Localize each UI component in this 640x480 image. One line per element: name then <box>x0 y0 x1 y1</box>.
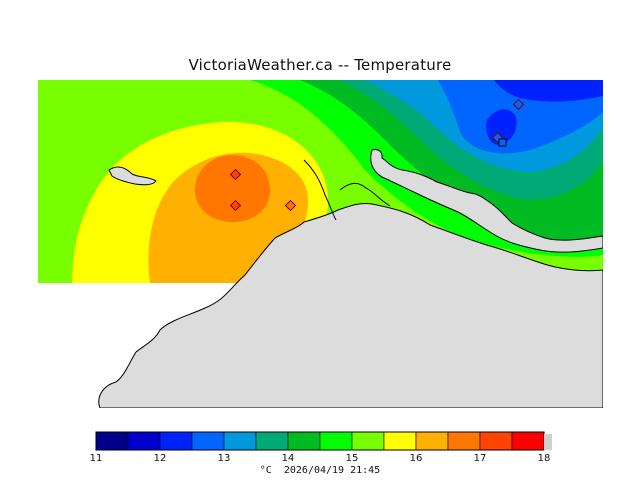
units-and-timestamp: °C 2026/04/19 21:45 <box>0 465 640 476</box>
legend-tick-17: 17 <box>473 453 487 464</box>
timestamp-label: 2026/04/19 21:45 <box>283 465 381 476</box>
legend-swatch-5 <box>255 431 289 451</box>
legend-swatch-8 <box>351 431 385 451</box>
legend-tick-18: 18 <box>537 453 551 464</box>
station-west-north-marker[interactable] <box>229 168 242 181</box>
station-ne-lower-b-marker[interactable] <box>498 138 507 147</box>
station-ne-upper-marker[interactable] <box>512 98 525 111</box>
legend-shadow <box>544 434 552 450</box>
land-mass-south <box>98 203 603 408</box>
legend-swatch-12 <box>479 431 513 451</box>
legend-swatch-13 <box>511 431 545 451</box>
legend-tick-12: 12 <box>153 453 167 464</box>
legend-swatch-3 <box>191 431 225 451</box>
coastline-inlet <box>303 159 391 221</box>
legend-swatch-0 <box>95 431 129 451</box>
legend-tick-15: 15 <box>345 453 359 464</box>
legend-tick-14: 14 <box>281 453 295 464</box>
legend-swatch-4 <box>223 431 257 451</box>
temperature-legend <box>95 431 545 451</box>
contour-12-12.5 <box>486 80 603 146</box>
legend-tick-13: 13 <box>217 453 231 464</box>
legend-tick-16: 16 <box>409 453 423 464</box>
station-markers <box>229 98 525 212</box>
temperature-contours <box>38 80 603 408</box>
units-label: °C <box>259 465 272 476</box>
legend-swatch-6 <box>287 431 321 451</box>
legend-swatch-1 <box>127 431 161 451</box>
legend-swatch-2 <box>159 431 193 451</box>
station-harbour-marker[interactable] <box>284 199 297 212</box>
legend-swatch-10 <box>415 431 449 451</box>
legend-tick-11: 11 <box>89 453 103 464</box>
legend-swatch-11 <box>447 431 481 451</box>
legend-swatch-9 <box>383 431 417 451</box>
island-west <box>108 166 157 186</box>
contour-16.5-17 <box>195 155 270 222</box>
map-title: VictoriaWeather.ca -- Temperature <box>188 56 452 74</box>
legend-swatch-7 <box>319 431 353 451</box>
land-mass-north-east <box>370 149 603 253</box>
station-west-south-marker[interactable] <box>229 199 242 212</box>
